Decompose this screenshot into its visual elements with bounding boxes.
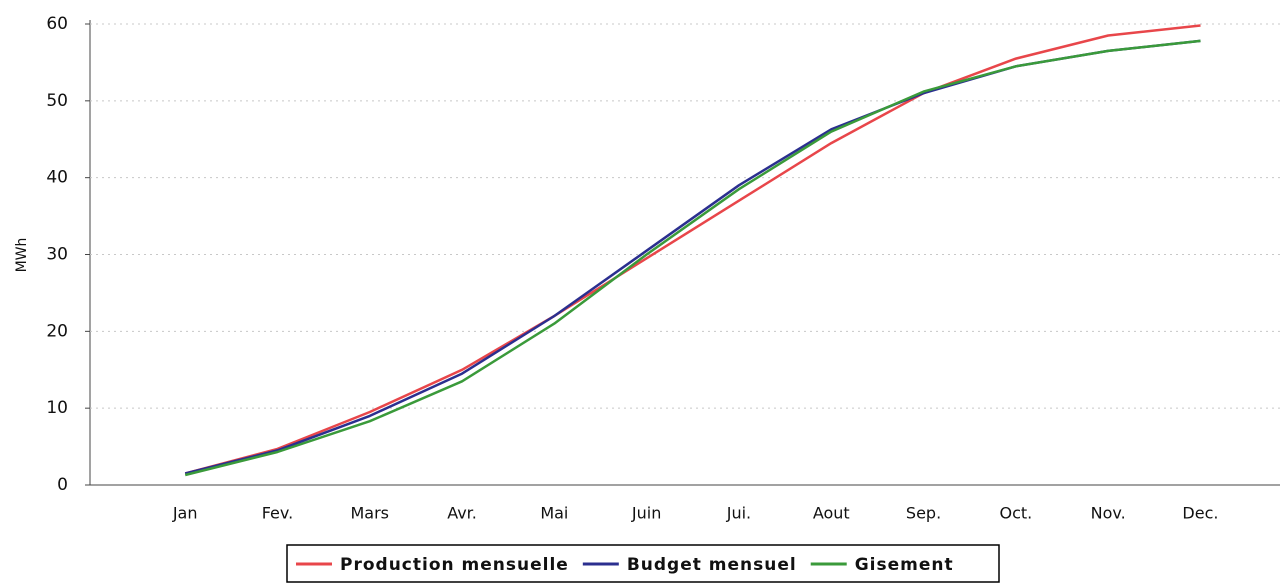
y-tick-label: 20 <box>46 321 68 341</box>
x-tick-label: Oct. <box>999 504 1032 523</box>
y-tick-label: 10 <box>46 398 68 418</box>
x-tick-label: Mars <box>350 504 389 523</box>
x-tick-label: Aout <box>813 504 850 523</box>
y-tick-label: 40 <box>46 168 68 188</box>
x-tick-label: Sep. <box>906 504 941 523</box>
y-axis-label: MWh <box>14 238 30 273</box>
x-tick-label: Jui. <box>726 504 751 523</box>
x-tick-label: Mai <box>540 504 568 523</box>
y-tick-label: 0 <box>57 475 68 495</box>
y-tick-label: 30 <box>46 245 68 265</box>
series-line <box>184 24 1201 475</box>
legend-label: Production mensuelle <box>340 555 569 575</box>
x-tick-label: Nov. <box>1091 504 1126 523</box>
x-tick-label: Juin <box>631 504 661 523</box>
x-tick-label: Jan <box>172 504 198 523</box>
legend-label: Budget mensuel <box>627 555 797 575</box>
y-tick-label: 60 <box>46 14 68 34</box>
legend-label: Gisement <box>855 555 954 575</box>
x-tick-label: Dec. <box>1182 504 1218 523</box>
x-tick-label: Avr. <box>447 504 477 523</box>
x-tick-label: Fev. <box>262 504 293 523</box>
series-line <box>184 39 1201 477</box>
legend-box <box>286 544 1000 583</box>
y-tick-label: 50 <box>46 91 68 111</box>
